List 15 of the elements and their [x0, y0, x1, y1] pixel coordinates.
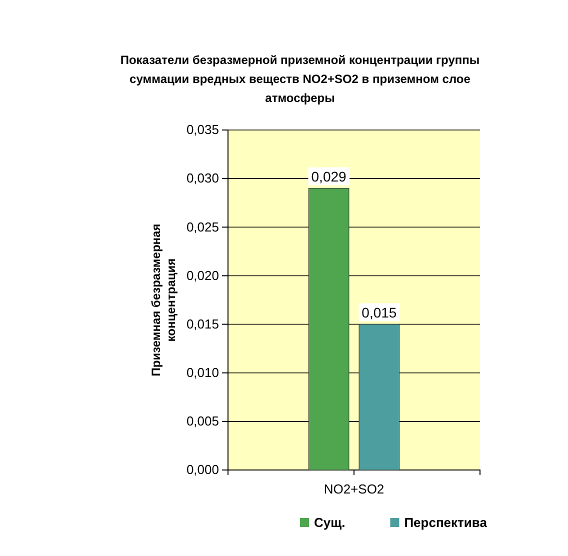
y-tick-label: 0,025 [186, 219, 219, 234]
y-tick-label: 0,005 [186, 414, 219, 429]
y-tick-label: 0,030 [186, 170, 219, 186]
y-tick-label: 0,015 [186, 316, 219, 332]
y-tick-label: 0,010 [186, 365, 219, 380]
legend-label: Сущ. [314, 515, 346, 530]
legend-label: Перспектива [404, 515, 488, 530]
y-tick-label: 0,000 [186, 462, 219, 478]
y-tick-label: 0,035 [186, 122, 219, 138]
chart-title: Показатели безразмерной приземной концентрации группы суммации вредных веществ NO2+SO2 в приземном слое атмосферы [120, 53, 480, 105]
y-tick-label: 0,020 [186, 268, 219, 283]
x-tick-label: NO2+SO2 [324, 482, 384, 497]
y-axis-title: Приземная безразмерная концентрация [149, 224, 178, 376]
data-label: 0,015 [362, 304, 397, 320]
data-label: 0,029 [311, 168, 347, 184]
